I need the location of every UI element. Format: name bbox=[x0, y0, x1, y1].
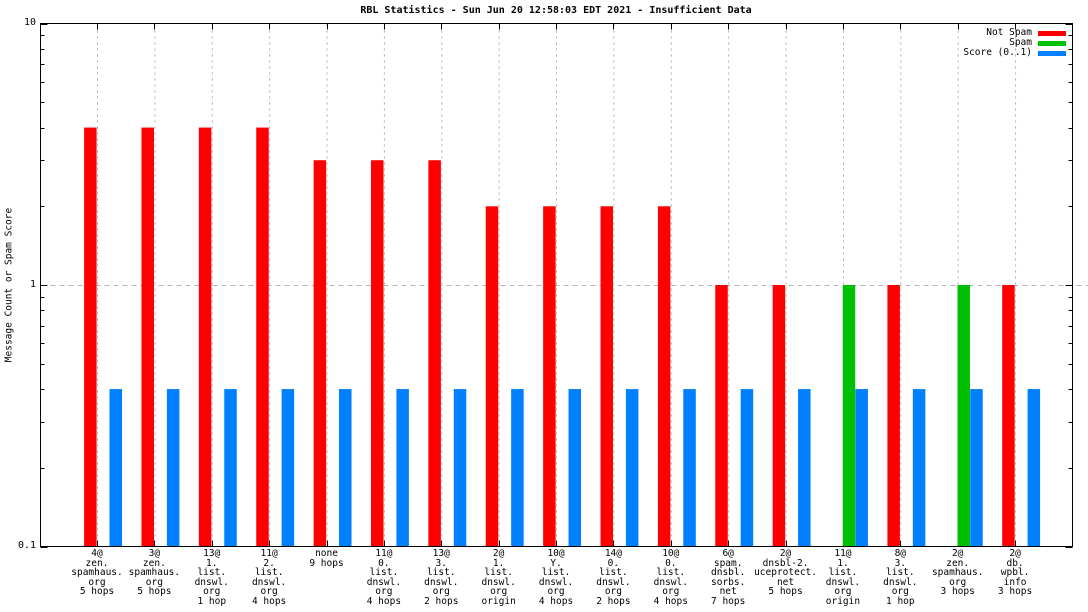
x-category-label: 2@ 1. list. dnswl. org origin bbox=[481, 548, 516, 607]
x-category-label: 11@ 2. list. dnswl. org 4 hops bbox=[251, 548, 287, 607]
bar-score-0-1 bbox=[281, 389, 295, 546]
bar-not-spam bbox=[543, 206, 556, 547]
bar-score-0-1 bbox=[166, 389, 180, 546]
bar-score-0-1 bbox=[798, 389, 811, 546]
legend-label-spam: Spam bbox=[1009, 37, 1032, 48]
legend-row-score: Score (0..1) bbox=[963, 48, 1066, 58]
chart-title: RBL Statistics - Sun Jun 20 12:58:03 EDT… bbox=[360, 5, 752, 16]
bar-spam bbox=[957, 285, 970, 546]
bar-score-0-1 bbox=[224, 389, 237, 546]
bar-score-0-1 bbox=[453, 389, 467, 546]
bar-not-spam bbox=[1002, 285, 1015, 546]
bar-not-spam bbox=[772, 285, 786, 546]
y-tick-label-10: 10 bbox=[23, 17, 36, 28]
legend: Not Spam Spam Score (0..1) bbox=[963, 28, 1066, 58]
bar-not-spam bbox=[485, 206, 499, 547]
legend-swatch-score bbox=[1038, 50, 1066, 56]
bar-score-0-1 bbox=[970, 389, 983, 546]
legend-swatch-spam bbox=[1038, 40, 1066, 46]
x-category-label: none 9 hops bbox=[309, 548, 344, 569]
x-category-label: 14@ 0. list. dnswl. org 2 hops bbox=[596, 548, 631, 607]
x-category-label: 4@ zen. spamhaus. org 5 hops bbox=[71, 548, 123, 598]
x-category-label: 2@ zen. spamhaus. org 3 hops bbox=[931, 548, 984, 598]
x-category-label: 2@ dnsbl-2. uceprotect. net 5 hops bbox=[754, 548, 818, 598]
x-category-label: 2@ db. wpbl. info 3 hops bbox=[997, 548, 1033, 598]
bar-spam bbox=[842, 285, 856, 546]
x-category-label: 11@ 1. list. dnswl. org origin bbox=[825, 548, 861, 607]
bar-score-0-1 bbox=[339, 389, 352, 546]
y-tick-label-1: 1 bbox=[29, 279, 36, 290]
bar-not-spam bbox=[371, 160, 384, 546]
legend-label-score: Score (0..1) bbox=[963, 47, 1032, 58]
x-category-label: 11@ 0. list. dnswl. org 4 hops bbox=[366, 548, 402, 607]
bar-score-0-1 bbox=[568, 389, 582, 546]
bar-score-0-1 bbox=[109, 389, 122, 546]
x-category-label: 10@ Y. list. dnswl. org 4 hops bbox=[538, 548, 574, 607]
bar-not-spam bbox=[887, 285, 900, 546]
bar-not-spam bbox=[198, 127, 212, 546]
bar-score-0-1 bbox=[912, 389, 926, 546]
x-category-label: 13@ 3. list. dnswl. org 2 hops bbox=[424, 548, 459, 607]
x-category-label: 8@ 3. list. dnswl. org 1 hop bbox=[883, 548, 918, 607]
x-category-label: 13@ 1. list. dnswl. org 1 hop bbox=[194, 548, 229, 607]
x-category-label: 3@ zen. spamhaus. org 5 hops bbox=[128, 548, 181, 598]
legend-label-not-spam: Not Spam bbox=[986, 27, 1032, 38]
bar-score-0-1 bbox=[855, 389, 868, 546]
legend-row-not-spam: Not Spam bbox=[963, 28, 1066, 38]
bar-not-spam bbox=[657, 206, 671, 547]
bar-not-spam bbox=[313, 160, 327, 546]
bar-score-0-1 bbox=[683, 389, 696, 546]
bar-score-0-1 bbox=[625, 389, 639, 546]
bar-not-spam bbox=[428, 160, 441, 546]
bar-not-spam bbox=[256, 127, 269, 546]
bar-not-spam bbox=[84, 127, 97, 546]
bar-not-spam bbox=[600, 206, 614, 547]
y-tick-label-0.1: 0.1 bbox=[17, 540, 36, 551]
legend-row-spam: Spam bbox=[963, 38, 1066, 48]
bar-score-0-1 bbox=[511, 389, 524, 546]
plot-border bbox=[40, 23, 1073, 547]
bar-score-0-1 bbox=[1027, 389, 1041, 546]
x-category-label: 6@ spam. dnsbl. sorbs. net 7 hops bbox=[711, 548, 746, 607]
bar-not-spam bbox=[141, 127, 154, 546]
legend-swatch-not-spam bbox=[1038, 30, 1066, 36]
x-category-label: 10@ 0. list. dnswl. org 4 hops bbox=[653, 548, 688, 607]
bar-score-0-1 bbox=[396, 389, 409, 546]
bar-score-0-1 bbox=[740, 389, 754, 546]
bar-not-spam bbox=[715, 285, 728, 546]
